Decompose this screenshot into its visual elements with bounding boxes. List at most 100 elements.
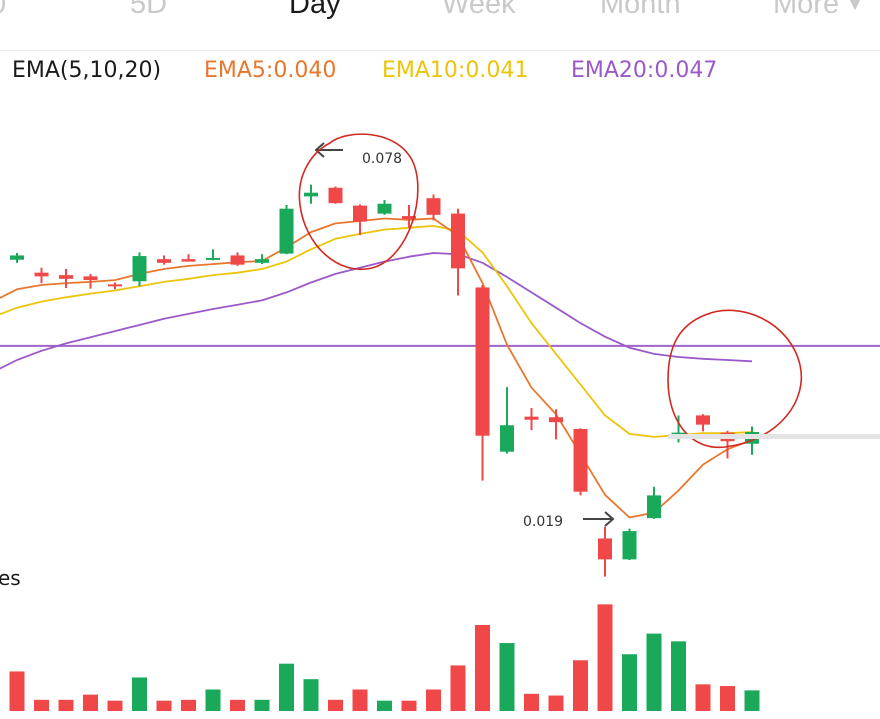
candle [622,528,637,560]
candle [573,428,588,496]
chevron-down-icon: ▼ [845,0,865,15]
low-price-label: 0.019 [523,514,563,530]
candle-body [426,198,441,215]
volume-bar [573,660,588,711]
tab-more-label: More [773,0,840,20]
candle [402,204,416,228]
candle [59,268,73,289]
volume-bar [132,677,147,711]
candle-body [181,259,196,262]
candle [10,252,24,263]
candle-body [34,272,49,277]
volume-bar [279,663,294,711]
candle-body [622,531,637,560]
volume-bar [9,671,25,711]
period-tab-bar: 0 5D Day Week Month More ▼ [0,0,880,51]
candle-body [451,213,465,269]
volume-bar [475,625,490,711]
candle-body [157,259,171,263]
candle [647,486,661,519]
candle [549,409,563,440]
volume-bar [205,689,221,711]
support-highlight-band [668,434,880,439]
candle [132,252,147,287]
candle-body [304,192,318,197]
volume-bar [58,699,74,711]
tab-period-partial[interactable]: 0 [0,0,6,21]
candle [475,284,490,481]
tab-day[interactable]: Day [289,0,341,20]
candle [696,414,710,432]
candle [157,255,171,265]
candle-body [59,275,73,279]
candle [451,208,465,296]
ema5-line [0,217,753,519]
candle-body [524,416,539,420]
candle-body [255,259,269,263]
tab-more[interactable]: More ▼ [773,0,865,21]
candle-body [108,284,122,287]
tab-month[interactable]: Month [600,0,681,20]
candle-body [230,255,245,265]
tab-5d[interactable]: 5D [130,0,168,20]
volume-bar [352,689,368,711]
candle-body [475,287,490,436]
candle [426,194,441,221]
volume-bar [34,699,49,711]
volume-bar [720,686,735,711]
candle-body [132,256,147,282]
ema10-line [0,224,753,438]
annotation-circle-right [667,309,803,449]
candle [500,387,514,454]
candle [279,204,294,255]
volume-bar [377,700,392,711]
candle-body [549,417,563,423]
candle-body [598,538,612,560]
volume-bar [548,695,564,711]
ema-lines [0,217,753,519]
left-arrow-icon [314,142,343,158]
candle [598,526,612,577]
low-price-marker: 0.019 [523,511,615,530]
annotations: 0.078 0.019 [298,133,880,530]
candle [206,249,220,261]
ema20-value: EMA20:0.047 [571,58,718,83]
volume-bar [254,699,270,711]
candle-body [696,415,710,425]
volume-bar [328,699,343,711]
candle [108,282,122,290]
ema-indicator-label[interactable]: EMA(5,10,20) [12,58,162,83]
ema10-value: EMA10:0.041 [382,58,529,83]
ema5-value: EMA5:0.040 [204,58,337,83]
volume-bar [83,694,98,711]
volume-bar [426,689,441,711]
volume-bar [401,700,417,711]
volume-bar [156,700,172,711]
volume-bar [181,699,196,711]
candle-body [279,208,294,254]
volume-bar [695,684,711,711]
candle-body [377,203,392,214]
tab-week[interactable]: Week [442,0,516,20]
volume-bar [622,654,637,711]
candle [34,267,49,284]
volume-bar [646,633,662,711]
candles [10,184,759,577]
volume-bar [107,700,123,711]
volume-bar [744,690,760,711]
volume-bar [499,643,515,711]
candle-body [353,205,367,222]
high-price-marker: 0.078 [314,142,402,167]
candle [353,204,367,236]
volume-section-label: es [0,566,21,590]
candle [181,254,196,262]
ema20-line [0,252,753,370]
candle-body [671,432,686,435]
candle [377,200,392,215]
candle [524,408,539,431]
right-arrow-icon [583,511,615,527]
candle-body [10,255,24,260]
volume-bar [524,693,539,711]
volume-bar [230,699,245,711]
